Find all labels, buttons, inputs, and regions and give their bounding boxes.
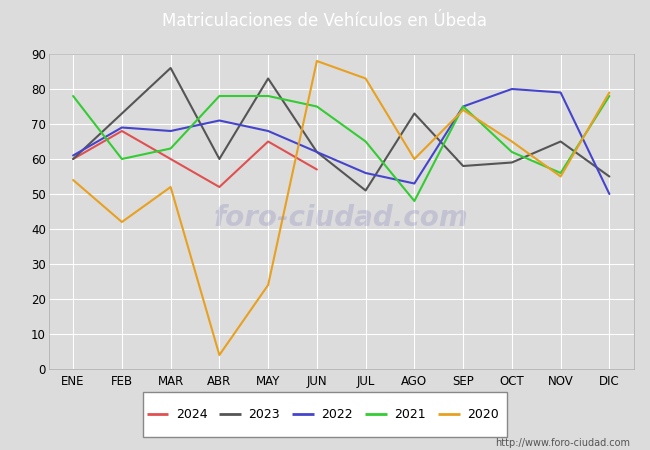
Text: http://www.foro-ciudad.com: http://www.foro-ciudad.com [495,438,630,448]
Text: 2021: 2021 [394,408,426,420]
Text: Matriculaciones de Vehículos en Úbeda: Matriculaciones de Vehículos en Úbeda [162,12,488,30]
Text: 2020: 2020 [467,408,499,420]
Text: foro-ciudad.com: foro-ciudad.com [214,204,469,232]
Text: 2024: 2024 [176,408,207,420]
Text: 2022: 2022 [321,408,353,420]
Text: 2023: 2023 [248,408,280,420]
